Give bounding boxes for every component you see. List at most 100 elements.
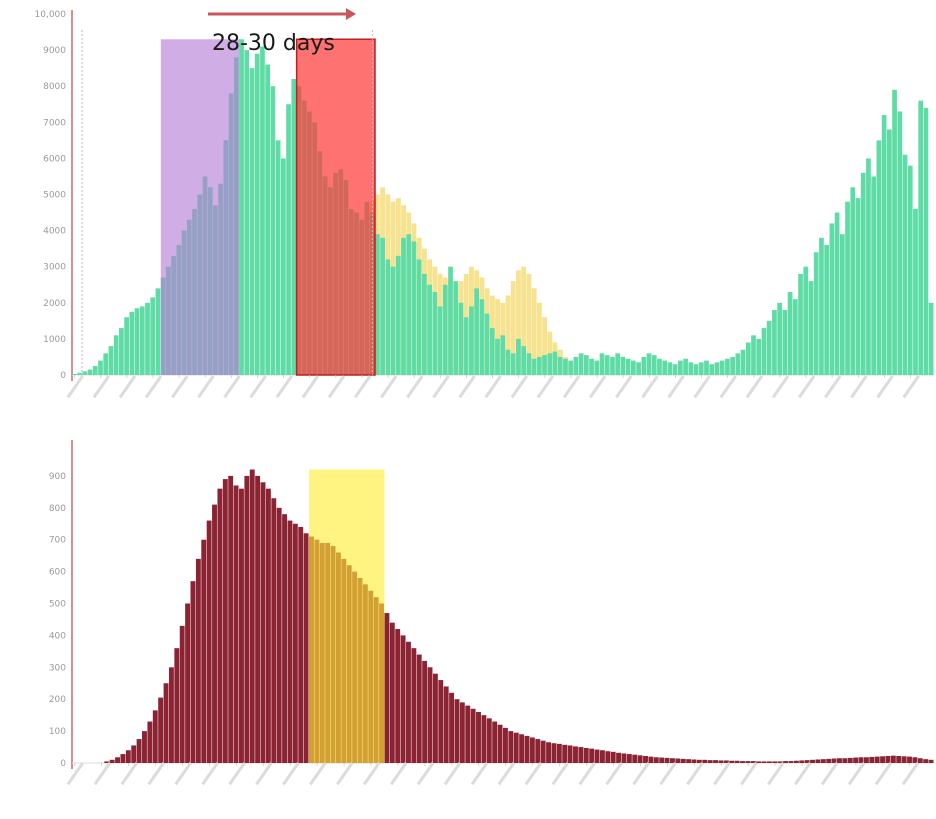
cases-bar: [792, 299, 798, 375]
deaths-bar: [508, 731, 514, 763]
deaths-bar: [400, 635, 406, 763]
cases-bar: [495, 338, 500, 375]
deaths-bar: [271, 498, 277, 763]
cases-bar: [709, 364, 715, 375]
cases-x-tick-label: [327, 375, 346, 399]
cases-bar: [270, 86, 276, 375]
cases-bar: [824, 245, 830, 375]
deaths-x-tick-label: [174, 762, 192, 786]
cases-bar: [892, 89, 897, 375]
deaths-y-tick-label: 600: [49, 568, 66, 578]
deaths-bar: [815, 759, 821, 763]
cases-bar: [139, 306, 145, 375]
deaths-bar: [917, 758, 923, 763]
cases-bar: [526, 353, 532, 375]
cases-y-tick-label: 0: [60, 371, 66, 381]
deaths-bar: [239, 488, 244, 763]
cases-bar: [630, 360, 636, 375]
cases-bar: [145, 302, 150, 375]
cases-bar: [500, 335, 506, 375]
deaths-bar: [422, 660, 428, 763]
cases-shadow-bar: [516, 270, 521, 375]
cases-shadow-bar: [495, 299, 500, 375]
deaths-bar: [551, 743, 557, 763]
deaths-bar: [104, 761, 110, 763]
cases-bar: [557, 356, 563, 375]
deaths-bar: [799, 760, 805, 763]
deaths-bar: [729, 760, 735, 763]
cases-bar: [453, 281, 459, 375]
deaths-bar: [476, 711, 481, 763]
deaths-bar: [303, 533, 309, 763]
cases-bar: [249, 68, 255, 376]
cases-bar: [803, 266, 809, 375]
deaths-bar: [896, 755, 902, 763]
deaths-bar: [470, 708, 476, 763]
cases-bar: [839, 234, 845, 375]
deaths-bar: [276, 507, 282, 763]
cases-bar: [735, 353, 741, 375]
deaths-y-tick-label: 500: [49, 600, 66, 610]
deaths-y-tick-label: 0: [60, 759, 66, 769]
cases-bar: [260, 46, 265, 376]
cases-bar: [667, 362, 673, 375]
deaths-bar: [912, 757, 918, 763]
deaths-bar: [384, 613, 390, 763]
deaths-bar: [459, 702, 465, 763]
cases-x-tick-label: [745, 375, 764, 399]
deaths-x-tick-label: [443, 762, 462, 786]
cases-x-tick-label: [249, 375, 267, 399]
cases-shadow-bar: [542, 317, 548, 375]
deaths-bar: [831, 758, 837, 763]
deaths-bar: [389, 622, 395, 763]
deaths-bar: [723, 760, 729, 763]
cases-y-tick-label: 10,000: [35, 10, 67, 20]
cases-bar: [855, 198, 861, 375]
deaths-bar: [158, 697, 164, 763]
deaths-bar: [142, 731, 147, 763]
deaths-bar: [115, 757, 120, 763]
cases-x-tick-label: [902, 375, 920, 399]
deaths-bar: [853, 757, 859, 763]
deaths-bar: [804, 760, 810, 763]
deaths-x-tick-label: [767, 762, 785, 786]
cases-bar: [254, 53, 260, 376]
deaths-x-tick-label: [793, 762, 812, 786]
deaths-bar: [546, 742, 551, 763]
cases-bar: [119, 328, 124, 375]
deaths-bar: [282, 514, 287, 763]
deaths-x-tick-label: [740, 762, 758, 786]
cases-bar: [594, 360, 600, 375]
deaths-bar: [885, 755, 891, 763]
cases-bar: [239, 39, 244, 376]
cases-bar: [881, 115, 887, 375]
cases-x-tick-label: [850, 375, 868, 399]
cases-bar: [678, 360, 683, 375]
deaths-bar: [653, 757, 659, 763]
cases-bar: [589, 358, 594, 375]
cases-bar: [866, 158, 871, 375]
cases-bar: [766, 320, 772, 375]
annotation-arrow-head: [346, 8, 356, 20]
deaths-bar: [136, 739, 142, 763]
cases-chart: 0 1000 2000 3000 4000 5000 6000 7000 8000 9000 10,…: [35, 10, 934, 399]
cases-bar: [813, 252, 819, 375]
deaths-bar: [772, 761, 778, 763]
deaths-bar: [427, 667, 433, 763]
deaths-bar: [287, 520, 293, 763]
deaths-bar: [594, 749, 600, 763]
deaths-x-tick-label: [120, 762, 138, 786]
deaths-bar: [535, 739, 541, 763]
cases-bar: [568, 360, 574, 375]
deaths-bar: [589, 748, 595, 763]
cases-bar: [385, 259, 391, 375]
deaths-bar: [707, 760, 713, 763]
deaths-bar: [734, 760, 740, 763]
cases-bar: [103, 353, 109, 375]
deaths-bar: [503, 727, 508, 763]
deaths-bar: [820, 759, 826, 763]
cases-bar: [134, 308, 140, 375]
deaths-bar: [788, 761, 794, 763]
deaths-y-tick-label: 800: [49, 504, 66, 514]
cases-bar: [87, 369, 93, 375]
